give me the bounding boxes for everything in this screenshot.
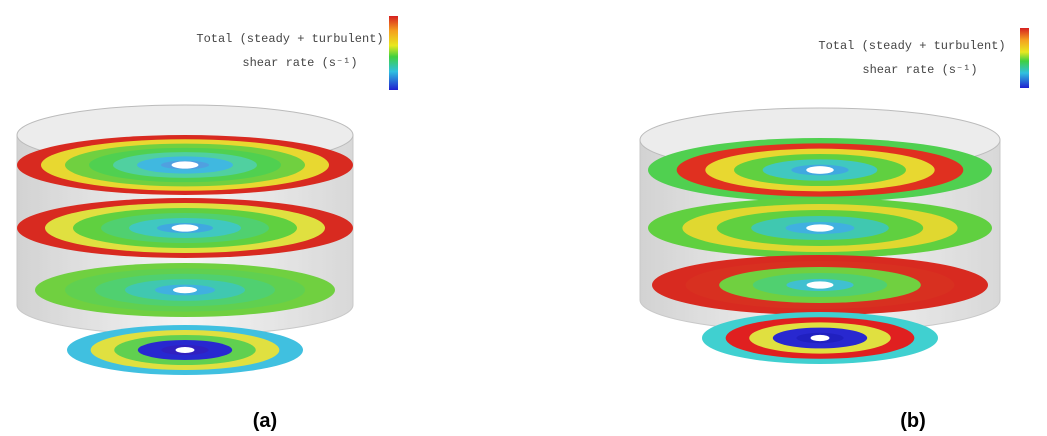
legend-title: Total (steady + turbulent) xyxy=(818,39,1005,53)
legend-title: shear rate (s⁻¹) xyxy=(862,63,977,77)
caption: (b) xyxy=(900,410,926,432)
shaft-hole xyxy=(807,281,834,288)
shaft-hole xyxy=(176,347,195,353)
shaft-hole xyxy=(173,287,197,293)
tank xyxy=(17,105,353,375)
shaft-hole xyxy=(172,161,199,168)
panel: Total (steady + turbulent) shear rate (s… xyxy=(17,16,398,432)
legend-title: shear rate (s⁻¹) xyxy=(242,56,357,70)
shaft-hole xyxy=(811,335,830,341)
shaft-hole xyxy=(806,166,834,174)
shaft-hole xyxy=(806,224,834,231)
panel: Total (steady + turbulent) shear rate (s… xyxy=(640,28,1029,432)
figure: Total (steady + turbulent) shear rate (s… xyxy=(0,0,1047,436)
legend-title: Total (steady + turbulent) xyxy=(196,32,383,46)
caption: (a) xyxy=(253,410,277,432)
shaft-hole xyxy=(172,224,199,231)
color-bar xyxy=(1020,28,1029,88)
color-bar xyxy=(389,16,398,90)
tank xyxy=(640,108,1000,364)
page: {"panels": [ {"label": "(a)", "legend_ti… xyxy=(0,0,1047,436)
